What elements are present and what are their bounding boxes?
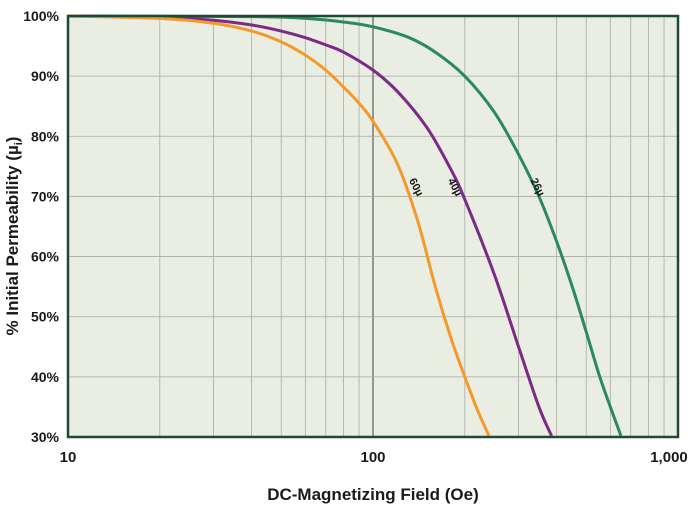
y-tick-label: 90% bbox=[31, 68, 60, 84]
series-line-0 bbox=[67, 14, 623, 437]
y-axis-ticks: 30% 40% 50% 60% 70% 80% 90% 100% bbox=[23, 8, 59, 445]
y-axis-title-close: ) bbox=[3, 137, 22, 143]
x-axis-ticks: 10 100 1,000 bbox=[60, 449, 688, 466]
x-tick-label: 10 bbox=[60, 449, 77, 466]
y-tick-label: 70% bbox=[31, 188, 60, 204]
y-axis-title-subscript: i bbox=[13, 142, 25, 145]
x-tick-label: 100 bbox=[360, 449, 385, 466]
plot-frame bbox=[66, 14, 680, 439]
y-tick-label: 50% bbox=[31, 309, 60, 325]
y-tick-label: 40% bbox=[31, 369, 60, 385]
x-tick-label: 1,000 bbox=[650, 449, 688, 466]
y-tick-label: 30% bbox=[31, 429, 60, 445]
y-axis-title-main: % Initial Permeability (µ bbox=[3, 145, 22, 335]
series-line-1 bbox=[67, 14, 553, 437]
x-axis-title: DC-Magnetizing Field (Oe) bbox=[267, 485, 479, 504]
y-tick-label: 60% bbox=[31, 249, 60, 265]
y-tick-label: 100% bbox=[23, 8, 59, 24]
grid bbox=[68, 16, 678, 437]
y-axis-title: % Initial Permeability (µi) bbox=[3, 137, 25, 336]
series-line-2 bbox=[67, 14, 491, 437]
series-curves bbox=[67, 14, 623, 437]
y-tick-label: 80% bbox=[31, 128, 60, 144]
